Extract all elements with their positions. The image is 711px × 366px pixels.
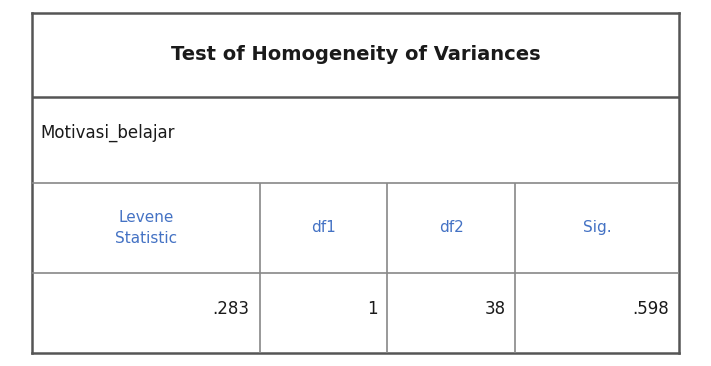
Text: 38: 38: [484, 300, 506, 318]
Text: Motivasi_belajar: Motivasi_belajar: [41, 124, 175, 142]
Text: df2: df2: [439, 220, 464, 235]
Text: Sig.: Sig.: [583, 220, 611, 235]
Text: 1: 1: [367, 300, 378, 318]
Text: Test of Homogeneity of Variances: Test of Homogeneity of Variances: [171, 45, 540, 64]
Text: .283: .283: [213, 300, 250, 318]
Text: .598: .598: [632, 300, 669, 318]
Text: Levene
Statistic: Levene Statistic: [114, 210, 177, 246]
Text: df1: df1: [311, 220, 336, 235]
